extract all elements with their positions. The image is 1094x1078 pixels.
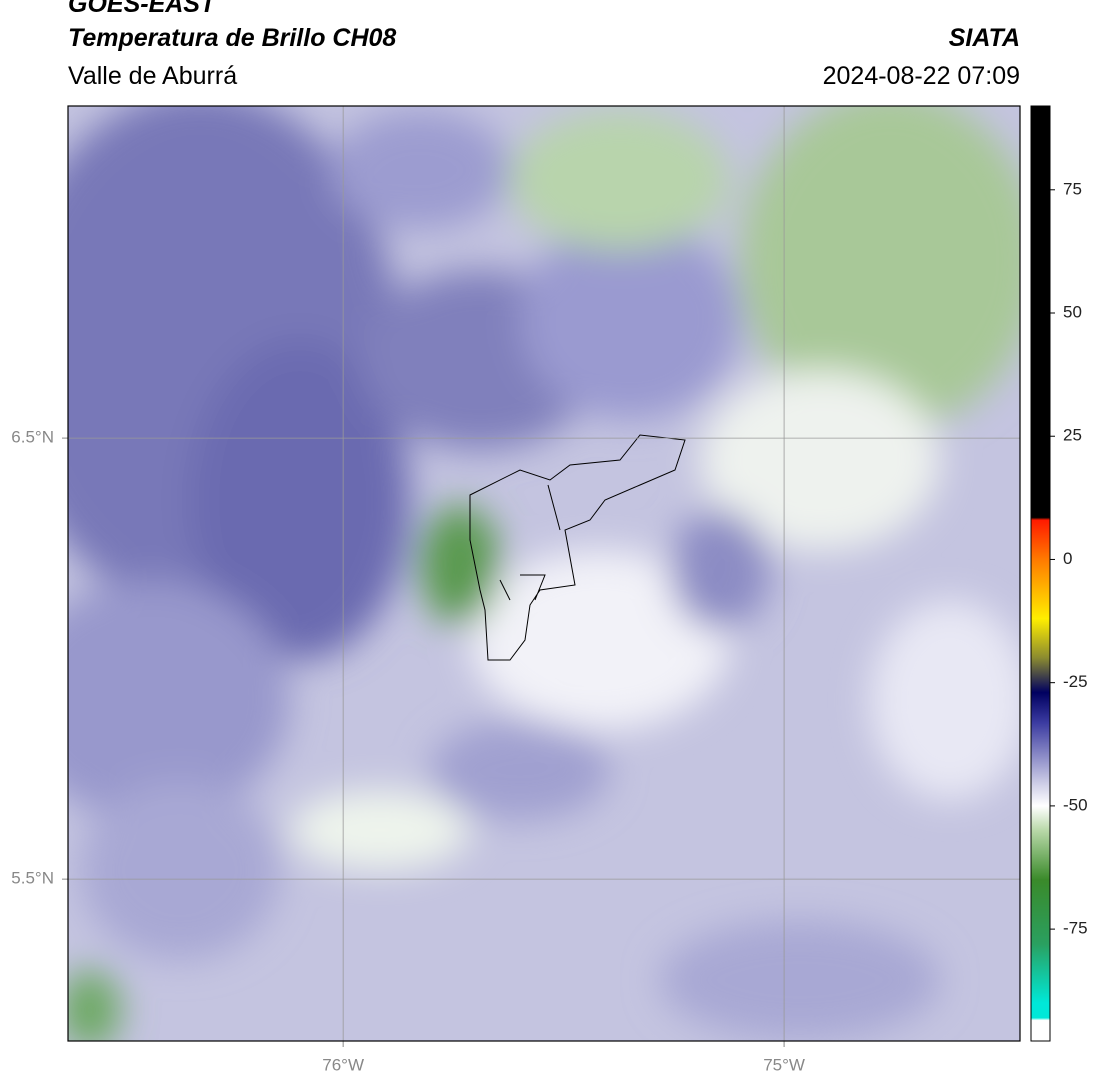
- title: GOES-EAST: [68, 0, 218, 18]
- datetime: 2024-08-22 07:09: [823, 62, 1020, 90]
- colorbar-tick-label: -50: [1063, 795, 1088, 814]
- colorbar: [1030, 105, 1051, 1042]
- colorbar-tick-label: 25: [1063, 426, 1082, 445]
- lat-tick-label: 6.5°N: [11, 428, 54, 447]
- satellite-image: [68, 106, 1020, 1041]
- lon-tick-label: 75°W: [763, 1055, 805, 1074]
- source: SIATA: [949, 24, 1020, 52]
- colorbar-tick-label: -75: [1063, 919, 1088, 938]
- lon-tick-label: 76°W: [322, 1055, 364, 1074]
- municipal-boundaries: [469, 434, 686, 661]
- region: Valle de Aburrá: [68, 62, 237, 90]
- colorbar-tick-label: 0: [1063, 549, 1072, 568]
- map-frame: [67, 105, 1021, 1042]
- lat-tick-label: 5.5°N: [11, 869, 54, 888]
- colorbar-tick-label: 50: [1063, 302, 1082, 321]
- colorbar-tick-label: 75: [1063, 179, 1082, 198]
- subtitle: Temperatura de Brillo CH08: [68, 24, 396, 52]
- colorbar-tick-label: -25: [1063, 672, 1088, 691]
